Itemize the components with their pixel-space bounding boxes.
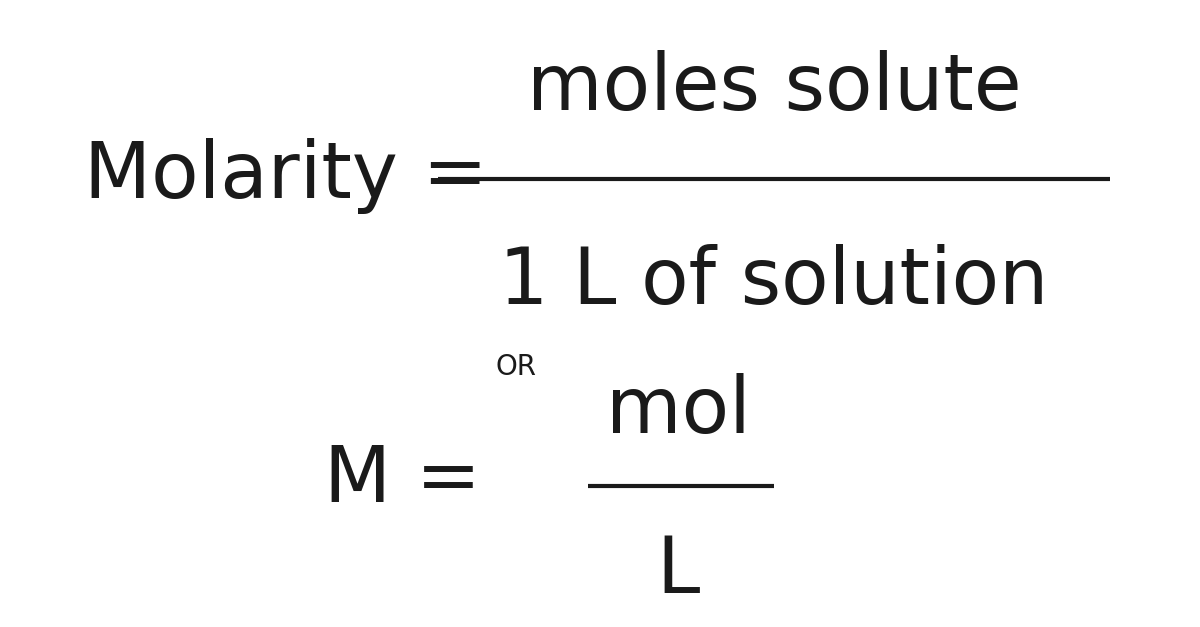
Text: mol: mol	[606, 372, 750, 449]
Text: 1 L of solution: 1 L of solution	[499, 244, 1049, 320]
Text: L: L	[656, 532, 700, 609]
Text: Molarity =: Molarity =	[84, 137, 487, 214]
Text: OR: OR	[496, 353, 536, 381]
Text: moles solute: moles solute	[527, 50, 1021, 126]
Text: M =: M =	[324, 441, 481, 518]
